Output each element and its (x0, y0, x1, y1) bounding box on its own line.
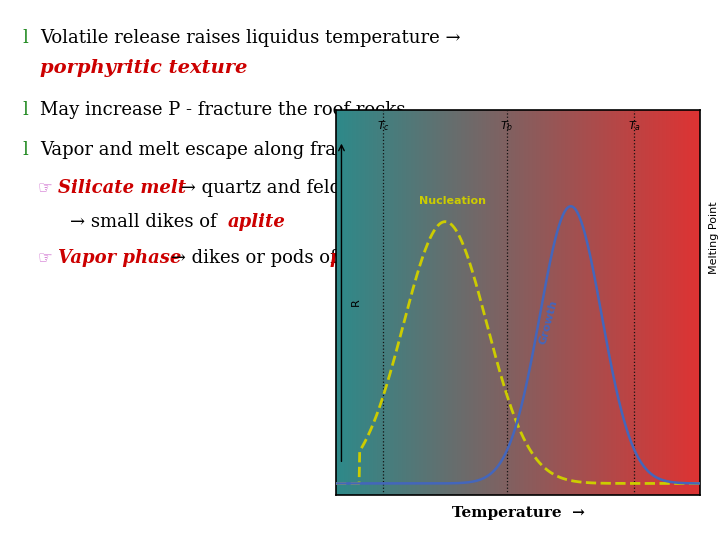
Text: porphyritic texture: porphyritic texture (40, 59, 248, 77)
Text: Vapor and melt escape along fractures as dikes: Vapor and melt escape along fractures as… (40, 141, 473, 159)
Text: pegmatite: pegmatite (330, 249, 433, 267)
Text: Volatile release raises liquidus temperature →: Volatile release raises liquidus tempera… (40, 29, 461, 47)
Text: Melting Point: Melting Point (709, 201, 719, 274)
Text: Growth: Growth (539, 299, 559, 345)
Text: $T_b$: $T_b$ (500, 120, 514, 133)
Text: → small dikes of: → small dikes of (70, 213, 222, 231)
Text: R: R (351, 299, 361, 306)
Text: l: l (22, 29, 28, 47)
Text: $T_c$: $T_c$ (377, 120, 390, 133)
Text: $T_a$: $T_a$ (628, 120, 641, 133)
Text: ☞: ☞ (38, 179, 53, 197)
Text: Nucleation: Nucleation (419, 196, 486, 206)
Text: aplite: aplite (228, 213, 286, 231)
Text: Vapor phase: Vapor phase (58, 249, 181, 267)
Text: Silicate melt: Silicate melt (58, 179, 186, 197)
Text: l: l (22, 141, 28, 159)
Text: l: l (22, 101, 28, 119)
Text: → quartz and feldspar: → quartz and feldspar (175, 179, 381, 197)
Text: May increase P - fracture the roof rocks: May increase P - fracture the roof rocks (40, 101, 405, 119)
Text: Temperature  →: Temperature → (451, 506, 585, 520)
Text: ☞: ☞ (38, 249, 53, 267)
Text: → dikes or pods of: → dikes or pods of (165, 249, 343, 267)
